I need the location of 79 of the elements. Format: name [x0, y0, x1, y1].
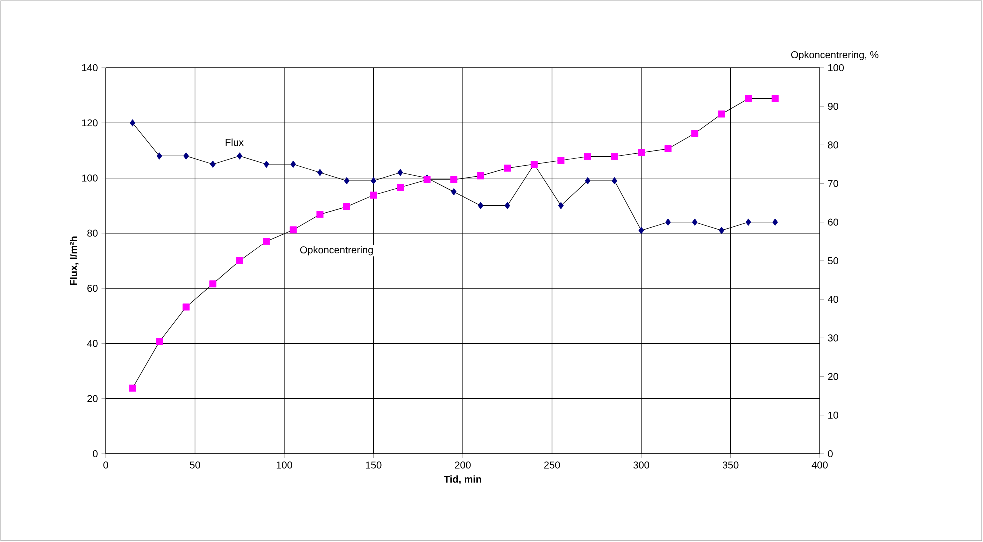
- x-tick-label: 350: [722, 462, 739, 469]
- y-tick-label: 20: [88, 395, 98, 402]
- point: [398, 169, 404, 176]
- point: [237, 152, 243, 160]
- point: [666, 218, 671, 226]
- x-tick-label: 100: [276, 462, 292, 469]
- x-axis-title: Tid, min: [444, 476, 482, 484]
- point: [290, 160, 296, 168]
- point: [344, 178, 350, 185]
- point: [584, 153, 592, 160]
- y-tick-label: 140: [82, 64, 98, 72]
- point: [451, 188, 457, 196]
- y-tick-label: 120: [82, 120, 98, 127]
- y2-tick-label: 20: [828, 373, 838, 380]
- point: [156, 152, 162, 160]
- y2-tick-label: 40: [828, 296, 838, 304]
- point: [585, 178, 591, 185]
- y2-tick-label: 30: [828, 334, 838, 342]
- point: [692, 218, 698, 226]
- y2-tick-label: 70: [828, 180, 838, 188]
- point: [210, 280, 217, 288]
- point: [184, 152, 190, 160]
- series-label: Flux: [226, 138, 244, 146]
- point: [612, 178, 618, 185]
- point: [558, 202, 564, 210]
- x-tick-label: 250: [544, 462, 560, 469]
- y2-tick-label: 0: [828, 450, 833, 458]
- point: [611, 153, 618, 160]
- y-axis-title: Flux, l/m²h: [70, 236, 79, 286]
- y-tick-label: 80: [88, 230, 98, 237]
- point: [504, 202, 510, 210]
- series-label: Opkoncentrering: [300, 246, 373, 256]
- point: [371, 178, 376, 185]
- point: [746, 218, 752, 226]
- point: [130, 120, 136, 127]
- x-tick-label: 50: [190, 462, 200, 469]
- point: [638, 227, 644, 234]
- x-tick-label: 150: [366, 462, 382, 469]
- x-tick-label: 0: [104, 462, 108, 469]
- point: [718, 110, 726, 118]
- y-tick-label: 100: [82, 174, 98, 182]
- point: [397, 184, 404, 192]
- point: [772, 218, 778, 226]
- point: [450, 176, 458, 184]
- point: [236, 257, 244, 264]
- point: [558, 157, 565, 164]
- y-tick-label: 40: [87, 340, 98, 348]
- x-tick-label: 300: [634, 462, 650, 469]
- point: [210, 160, 216, 168]
- point: [719, 227, 725, 234]
- point: [156, 338, 164, 346]
- point: [477, 172, 484, 180]
- point: [318, 169, 323, 176]
- point: [182, 304, 190, 311]
- y2-axis-title: Opkoncentrering, %: [791, 51, 879, 60]
- y-tick-label: 0: [93, 450, 98, 458]
- x-tick-label: 200: [455, 462, 471, 469]
- point: [504, 164, 512, 172]
- point: [664, 146, 672, 153]
- point: [692, 130, 699, 138]
- point: [264, 160, 270, 168]
- point: [478, 202, 484, 210]
- point: [343, 203, 350, 210]
- y-tick-label: 60: [88, 285, 98, 292]
- y2-tick-label: 60: [828, 218, 838, 226]
- point: [370, 192, 378, 199]
- point: [316, 211, 324, 218]
- point: [638, 149, 646, 156]
- point: [772, 95, 779, 102]
- y2-tick-label: 90: [828, 103, 838, 110]
- point: [745, 95, 752, 102]
- y2-tick-label: 50: [828, 257, 838, 265]
- point: [263, 238, 270, 246]
- y2-tick-label: 100: [828, 64, 844, 72]
- point: [290, 226, 297, 234]
- x-tick-label: 400: [812, 462, 828, 469]
- y2-tick-label: 80: [828, 142, 838, 149]
- point: [129, 384, 136, 392]
- y2-tick-label: 10: [828, 412, 838, 419]
